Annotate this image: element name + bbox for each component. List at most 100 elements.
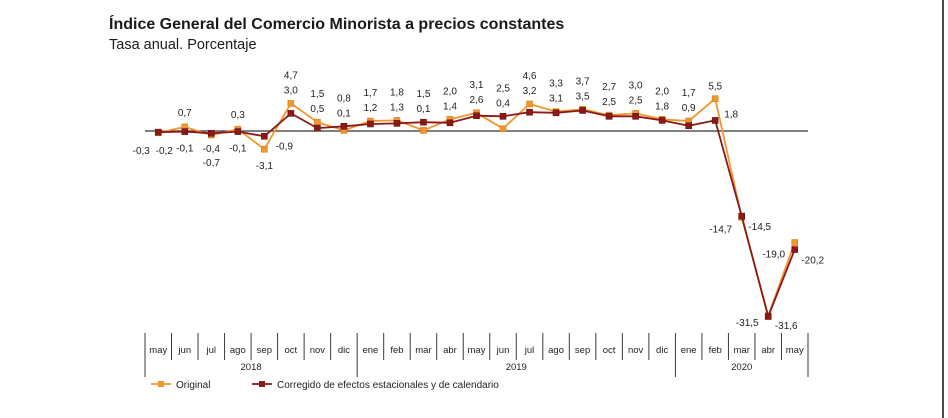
month-label: jun [496, 345, 510, 356]
month-label: jul [524, 345, 535, 356]
corregido-point [791, 246, 799, 253]
original-value-label: -19,0 [762, 250, 785, 261]
corregido-value-label: -0,4 [203, 144, 221, 155]
year-label: 2020 [731, 362, 752, 373]
corregido-value-label: 3,5 [576, 91, 590, 102]
corregido-value-label: -0,9 [276, 141, 294, 152]
month-label: ago [548, 345, 564, 356]
corregido-point [287, 110, 295, 117]
corregido-point [181, 128, 189, 135]
month-label: dic [338, 345, 350, 356]
original-value-label: 3,0 [629, 80, 643, 91]
original-value-label: -0,7 [203, 158, 221, 169]
month-label: ago [230, 345, 246, 356]
legend-original-label: Original [176, 380, 210, 391]
original-value-label: 0,1 [337, 108, 351, 119]
data-labels: -0,3 -0,2 0,7 -0,1 -0,7 -0,4 0,3 -0,1 -3,1-0,9 4,… [133, 70, 825, 332]
corregido-value-label: 1,5 [417, 89, 431, 100]
corregido-point [473, 112, 480, 120]
year-label: 2018 [241, 362, 262, 373]
month-label: ene [362, 345, 378, 356]
corregido-value-label: 2,6 [470, 95, 484, 106]
original-value-label: 2,7 [602, 82, 616, 93]
month-label: jul [206, 345, 217, 356]
corregido-point [314, 124, 321, 132]
corregido-point [685, 122, 692, 130]
corregido-point [393, 120, 401, 127]
corregido-value-label: 1,8 [724, 109, 738, 120]
original-value-label: 2,0 [655, 86, 669, 97]
original-value-label: 5,5 [708, 82, 722, 93]
original-value-label: 3,3 [549, 79, 563, 90]
original-value-label: -31,5 [736, 318, 759, 329]
year-label: 2019 [506, 362, 527, 373]
original-point [314, 118, 321, 126]
corregido-value-label: 1,4 [443, 101, 457, 112]
legend-corregido-marker [259, 381, 265, 387]
corregido-point [738, 212, 746, 220]
corregido-point [261, 132, 268, 140]
corregido-value-label: 2,5 [629, 95, 643, 106]
corregido-value-label: 2,5 [602, 97, 616, 108]
original-value-label: 1,7 [363, 88, 377, 99]
month-label: feb [709, 345, 722, 356]
original-value-label: 0,4 [496, 98, 510, 109]
frame-border [942, 0, 944, 418]
month-label: sep [257, 345, 272, 356]
original-point [287, 100, 295, 107]
original-value-label: 4,7 [284, 70, 298, 81]
corregido-point [367, 120, 374, 128]
corregido-point [711, 117, 719, 124]
month-label: mar [734, 345, 750, 356]
corregido-value-label: -20,2 [801, 256, 824, 267]
original-value-label: -0,3 [133, 146, 151, 157]
legend-original-marker [158, 381, 164, 387]
month-label: dic [656, 345, 668, 356]
original-value-label: 0,7 [178, 108, 192, 119]
original-value-label: 2,0 [443, 86, 457, 97]
month-label: abr [443, 345, 457, 356]
month-label: sep [575, 345, 590, 356]
original-value-label: 3,7 [576, 76, 590, 87]
corregido-point [764, 313, 772, 320]
month-label: nov [628, 345, 644, 356]
corregido-value-label: 0,9 [682, 103, 696, 114]
original-value-label: 3,1 [470, 80, 484, 91]
corregido-value-label: 3,0 [284, 85, 298, 96]
corregido-point [499, 113, 507, 120]
corregido-point [234, 128, 242, 135]
original-point [499, 125, 507, 132]
legend: Original Corregido de efectos estacionale… [151, 380, 499, 391]
original-value-label: -14,7 [709, 224, 732, 235]
month-label: abr [761, 345, 775, 356]
original-value-label: 4,6 [523, 71, 537, 82]
corregido-point [340, 123, 348, 130]
corregido-value-label: -31,6 [775, 321, 798, 332]
corregido-point [526, 108, 533, 116]
corregido-value-label: 1,2 [363, 103, 377, 114]
original-value-label: 1,7 [682, 88, 696, 99]
corregido-point [579, 107, 586, 114]
chart-subtitle: Tasa anual. Porcentaje [109, 37, 257, 53]
corregido-value-label: -14,5 [748, 222, 771, 233]
original-point [711, 95, 719, 103]
corregido-point [632, 113, 639, 120]
series-original [154, 95, 799, 320]
month-label: ene [681, 345, 697, 356]
month-label: mar [415, 345, 431, 356]
corregido-value-label: 3,2 [523, 86, 537, 97]
month-label: jun [177, 345, 191, 356]
month-label: oct [603, 345, 616, 356]
corregido-value-label: 2,5 [496, 83, 510, 94]
month-label: oct [285, 345, 298, 356]
month-label: feb [390, 345, 403, 356]
original-point [261, 145, 268, 153]
corregido-value-label: 1,8 [655, 101, 669, 112]
original-value-label: 0,1 [417, 104, 431, 115]
corregido-value-label: 1,3 [390, 102, 404, 113]
original-value-label: -3,1 [256, 161, 274, 172]
corregido-value-label: 3,1 [549, 94, 563, 105]
original-value-label: 1,8 [390, 87, 404, 98]
month-label: nov [310, 345, 326, 356]
